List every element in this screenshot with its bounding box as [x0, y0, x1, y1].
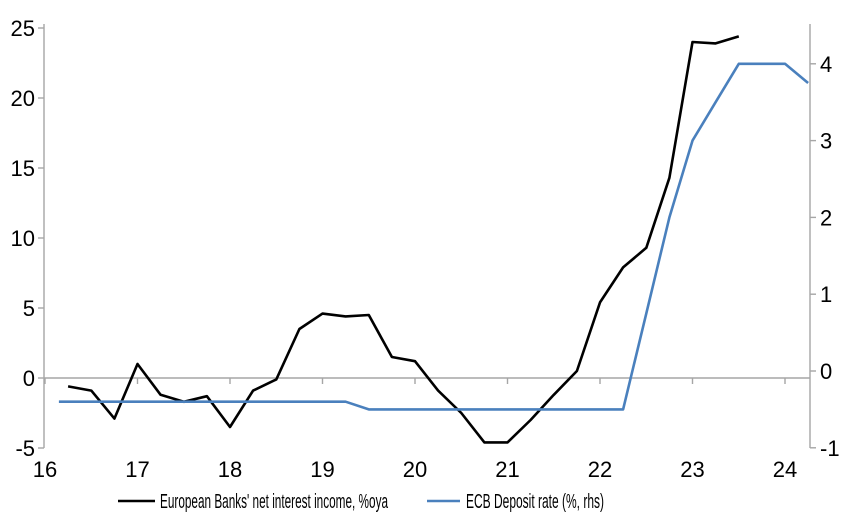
- legend: European Banks' net interest income, %oy…: [118, 491, 604, 513]
- x-tick-label: 22: [588, 457, 612, 482]
- series-line-nii: [67, 35, 740, 444]
- x-tick-label: 23: [680, 457, 704, 482]
- left-axis-tick-label: 0: [23, 366, 35, 391]
- x-tick-label: 24: [773, 457, 797, 482]
- left-axis-tick-label: 15: [11, 156, 35, 181]
- left-axis-tick-label: -5: [15, 436, 35, 461]
- series-line-ecb: [58, 62, 809, 411]
- legend-label-nii: European Banks' net interest income, %oy…: [160, 491, 389, 513]
- x-tick-label: 18: [218, 457, 242, 482]
- left-axis-tick-label: 10: [11, 226, 35, 251]
- x-tick-label: 17: [125, 457, 149, 482]
- left-axis-tick-label: 25: [11, 16, 35, 41]
- x-tick-label: 21: [495, 457, 519, 482]
- left-axis-tick-label: 20: [11, 86, 35, 111]
- x-tick-label: 20: [403, 457, 427, 482]
- legend-label-ecb: ECB Deposit rate (%, rhs): [466, 491, 604, 513]
- right-axis-tick-label: 2: [820, 205, 832, 230]
- right-axis-tick-label: -1: [820, 436, 840, 461]
- right-axis-tick-label: 1: [820, 282, 832, 307]
- right-axis-tick-label: 4: [820, 52, 832, 77]
- x-tick-label: 16: [33, 457, 57, 482]
- x-tick-label: 19: [310, 457, 334, 482]
- right-axis-tick-label: 0: [820, 359, 832, 384]
- right-axis-tick-label: 3: [820, 129, 832, 154]
- left-axis-tick-label: 5: [23, 296, 35, 321]
